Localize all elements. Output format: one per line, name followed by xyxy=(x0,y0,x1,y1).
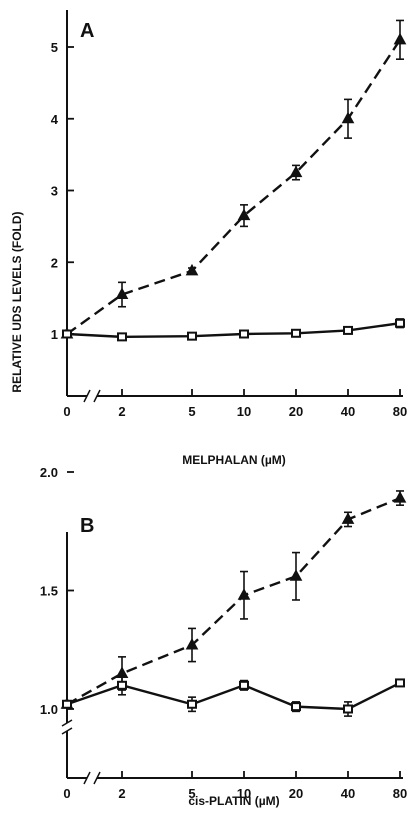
panel-a-y-tick-label: 1 xyxy=(51,327,58,342)
panel-a-square-marker xyxy=(62,329,72,339)
panel-b-y-tick-label: 1.0 xyxy=(40,702,58,717)
panel-b-square-marker xyxy=(117,680,127,690)
panel-b-square-marker xyxy=(239,680,249,690)
panel-a-series-triangle-line xyxy=(66,39,402,335)
panel-b-x-tick-label: 5 xyxy=(188,786,195,801)
panel-b-y-axis-break-mark xyxy=(61,719,73,727)
panel-b-square-marker xyxy=(187,699,197,709)
panel-a-x-tick-label: 2 xyxy=(118,404,125,419)
panel-b-triangle-marker xyxy=(289,569,303,581)
panel-a-x-axis-title: MELPHALAN (µM) xyxy=(182,453,286,467)
panel-a-y-tick-label: 2 xyxy=(51,255,58,270)
panel-b-square-marker xyxy=(395,678,405,688)
panel-a-triangle-marker xyxy=(341,111,355,124)
panel-b-x-tick-label: 0 xyxy=(63,786,70,801)
panel-a-square-marker xyxy=(291,328,301,338)
panel-b-y-axis-break-mark xyxy=(61,727,73,735)
panel-a-triangle-marker xyxy=(237,208,251,221)
panel-b-square-marker xyxy=(343,704,353,714)
panel-b-x-tick-label: 20 xyxy=(289,786,303,801)
panel-a-triangle-marker xyxy=(393,32,407,45)
panel-b-triangle-marker xyxy=(341,512,355,524)
panel-b-x-tick-label: 2 xyxy=(118,786,125,801)
panel-a-x-tick-label: 20 xyxy=(289,404,303,419)
panel-a-y-tick-label: 5 xyxy=(51,40,58,55)
panel-b-letter: B xyxy=(80,515,94,537)
panel-b-y-tick-label: 1.5 xyxy=(40,584,58,599)
panel-a-x-tick-label: 10 xyxy=(237,404,251,419)
panel-a-x-axis-break-mark xyxy=(93,389,101,403)
panel-b-x-tick-label: 80 xyxy=(393,786,407,801)
panel-b-y-tick-label: 2.0 xyxy=(40,465,58,480)
panel-b: B cis-PLATIN (µM) 0 2 5 10 20 40 80 1.0 1.5 2.0 xyxy=(40,465,407,808)
panel-a-x-tick-label: 40 xyxy=(341,404,355,419)
panel-a-square-marker xyxy=(343,325,353,335)
panel-a-triangle-marker xyxy=(289,165,303,178)
panel-a-y-tick-label: 4 xyxy=(51,112,59,127)
panel-a-x-tick-label: 0 xyxy=(63,404,70,419)
panel-b-x-tick-label: 10 xyxy=(237,786,251,801)
panel-a-square-marker xyxy=(395,318,405,328)
panel-a-triangle-marker xyxy=(115,287,129,300)
panel-b-triangle-marker xyxy=(185,637,199,650)
panel-a-triangle-marker xyxy=(185,263,199,276)
panel-a: A MELPHALAN (µM) 0 2 5 10 20 40 80 1 2 3 4 5 xyxy=(51,10,407,467)
panel-a-letter: A xyxy=(80,20,94,42)
panel-b-x-axis-title: cis-PLATIN (µM) xyxy=(188,794,279,808)
panel-a-x-axis-break-mark xyxy=(83,389,91,403)
panel-a-square-marker xyxy=(117,332,127,342)
panel-b-series-triangle-line xyxy=(66,496,401,706)
panel-a-x-tick-label: 5 xyxy=(188,404,195,419)
panel-b-triangle-marker xyxy=(393,491,407,503)
panel-b-x-axis-break-mark xyxy=(93,771,101,785)
panel-b-square-marker xyxy=(291,702,301,712)
panel-a-x-tick-label: 80 xyxy=(393,404,407,419)
panel-a-square-marker xyxy=(187,331,197,341)
panel-b-x-tick-label: 40 xyxy=(341,786,355,801)
panel-a-y-tick-label: 3 xyxy=(51,184,58,199)
panel-b-triangle-marker xyxy=(237,588,251,600)
panel-a-square-marker xyxy=(239,329,249,339)
panel-b-x-axis-break-mark xyxy=(83,771,91,785)
y-axis-title: RELATIVE UDS LEVELS (FOLD) xyxy=(10,211,24,392)
panel-b-square-marker xyxy=(62,699,72,709)
